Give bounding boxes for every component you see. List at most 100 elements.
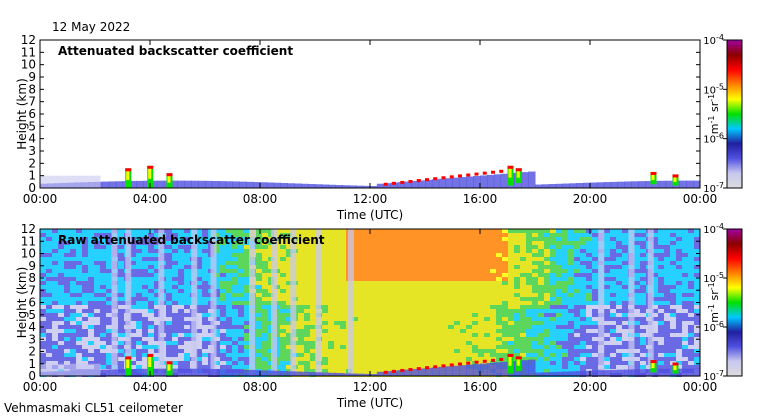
heatmap-cell [400,309,406,313]
y-tick-label: 12 [21,33,36,47]
heatmap-cell [232,317,238,321]
heatmap-cell [580,365,586,369]
heatmap-cell [568,317,574,321]
heatmap-cell [364,365,370,369]
heatmap-cell [220,361,226,365]
heatmap-cell [616,233,622,237]
heatmap-cell [394,297,400,301]
heatmap-cell [496,281,502,285]
heatmap-cell [364,281,370,285]
heatmap-cell [484,257,490,261]
heatmap-cell [580,253,586,257]
heatmap-cell [184,333,190,337]
heatmap-cell [64,361,70,365]
heatmap-cell [604,349,610,353]
heatmap-cell [514,273,520,277]
heatmap-cell [466,317,472,321]
heatmap-cell [484,309,490,313]
heatmap-cell [280,229,286,233]
heatmap-cell [532,265,538,269]
heatmap-cell [550,233,556,237]
heatmap-cell [658,357,664,361]
heatmap-cell [226,293,232,297]
heatmap-cell [280,337,286,341]
heatmap-cell [370,353,376,357]
heatmap-cell [604,297,610,301]
heatmap-cell [118,349,124,353]
heatmap-cell [502,333,508,337]
heatmap-cell [106,361,112,365]
heatmap-cell [454,361,460,365]
heatmap-cell [82,237,88,241]
heatmap-cell [568,289,574,293]
heatmap-cell [622,261,628,265]
heatmap-cell [658,269,664,273]
heatmap-cell [154,349,160,353]
heatmap-cell [436,333,442,337]
heatmap-cell [454,293,460,297]
heatmap-cell [76,341,82,345]
heatmap-cell [232,345,238,349]
heatmap-cell [448,237,454,241]
heatmap-cell [418,253,424,257]
heatmap-cell [340,317,346,321]
heatmap-cell [142,273,148,277]
boundary-layer [541,372,550,376]
heatmap-cell [394,229,400,233]
heatmap-cell [340,281,346,285]
heatmap-cell [574,333,580,337]
heatmap-cell [604,353,610,357]
heatmap-cell [256,353,262,357]
heatmap-cell [670,273,676,277]
heatmap-cell [418,353,424,357]
heatmap-cell [100,253,106,257]
heatmap-cell [682,365,688,369]
heatmap-cell [256,265,262,269]
heatmap-cell [64,261,70,265]
heatmap-cell [256,361,262,365]
heatmap-cell [526,277,532,281]
heatmap-cell [58,261,64,265]
heatmap-cell [520,329,526,333]
heatmap-cell [694,285,700,289]
heatmap-cell [634,305,640,309]
cloud-feature [166,173,173,177]
heatmap-cell [172,309,178,313]
x-tick-label: 20:00 [573,192,608,206]
heatmap-cell [106,289,112,293]
colorbar-tick-label: 10-6 [703,132,724,146]
heatmap-cell [682,273,688,277]
heatmap-cell [508,257,514,261]
heatmap-cell [136,345,142,349]
heatmap-cell [196,233,202,237]
heatmap-cell [364,265,370,269]
heatmap-cell [508,265,514,269]
heatmap-cell [400,325,406,329]
heatmap-cell [64,345,70,349]
heatmap-cell [88,229,94,233]
heatmap-cell [232,229,238,233]
heatmap-cell [172,349,178,353]
heatmap-cell [238,289,244,293]
heatmap-cell [466,313,472,317]
heatmap-cell [328,365,334,369]
heatmap-cell [286,361,292,365]
heatmap-cell [424,253,430,257]
heatmap-cell [406,341,412,345]
heatmap-cell [136,293,142,297]
heatmap-cell [604,357,610,361]
heatmap-cell [532,273,538,277]
heatmap-cell [310,333,316,337]
heatmap-cell [382,241,388,245]
heatmap-cell [418,233,424,237]
heatmap-cell [298,289,304,293]
boundary-layer [610,369,618,376]
heatmap-cell [172,293,178,297]
heatmap-cell [196,321,202,325]
heatmap-cell [262,285,268,289]
heatmap-cell [202,341,208,345]
heatmap-cell [670,317,676,321]
noise-streak [647,229,654,376]
heatmap-cell [238,353,244,357]
heatmap-cell [658,273,664,277]
